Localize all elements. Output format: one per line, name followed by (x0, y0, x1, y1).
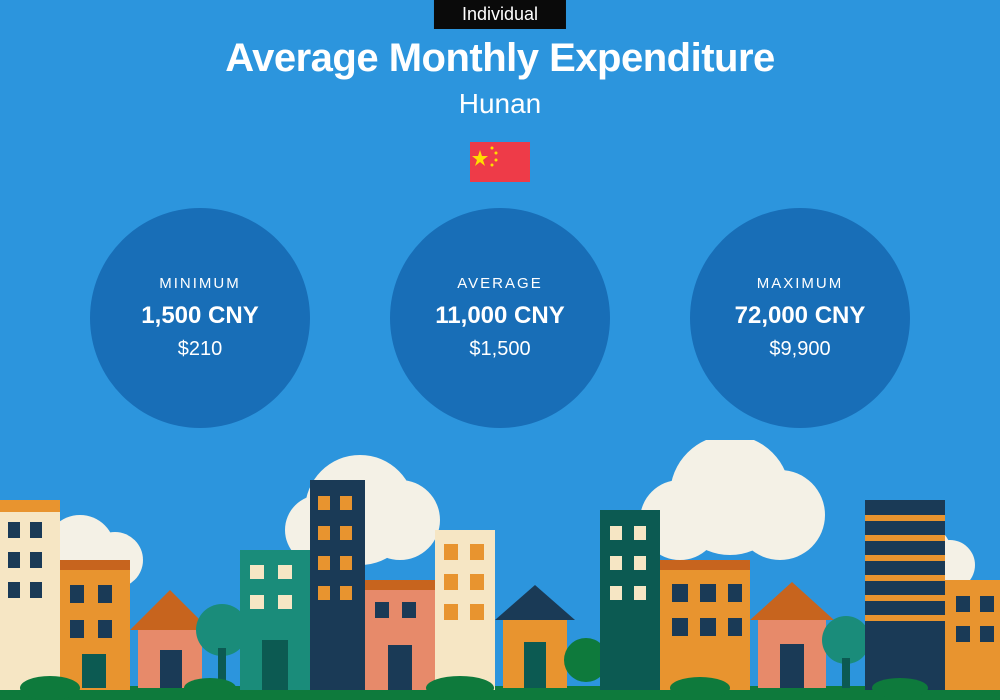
flag-icon (470, 142, 530, 182)
stat-label: MINIMUM (159, 275, 241, 292)
stat-secondary: $9,900 (769, 338, 830, 361)
stat-circles-row: MINIMUM 1,500 CNY $210 AVERAGE 11,000 CN… (0, 208, 1000, 428)
region-subtitle: Hunan (0, 88, 1000, 120)
stat-label: AVERAGE (457, 275, 542, 292)
cityscape-illustration (0, 440, 1000, 700)
stat-circle-maximum: MAXIMUM 72,000 CNY $9,900 (690, 208, 910, 428)
stat-circle-minimum: MINIMUM 1,500 CNY $210 (90, 208, 310, 428)
category-badge: Individual (434, 0, 566, 29)
stat-primary: 11,000 CNY (435, 302, 564, 330)
page-title: Average Monthly Expenditure (0, 36, 1000, 81)
stat-circle-average: AVERAGE 11,000 CNY $1,500 (390, 208, 610, 428)
stat-primary: 72,000 CNY (735, 302, 866, 330)
stat-primary: 1,500 CNY (141, 302, 258, 330)
stat-secondary: $1,500 (469, 338, 530, 361)
stat-secondary: $210 (178, 338, 223, 361)
stat-label: MAXIMUM (757, 275, 844, 292)
